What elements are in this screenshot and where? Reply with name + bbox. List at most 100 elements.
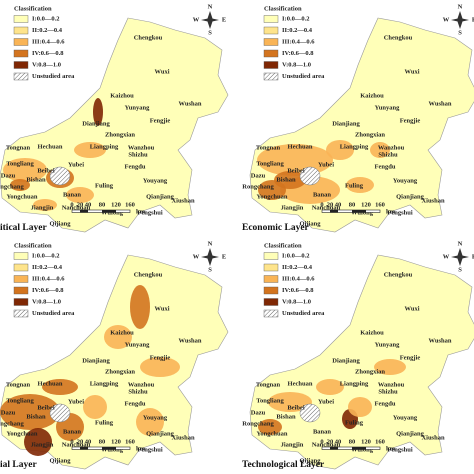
- place-label: Tongnan: [6, 144, 31, 151]
- legend-swatch: [13, 309, 29, 318]
- place-label: Tongnan: [256, 381, 281, 388]
- place-label: Rongchang: [242, 420, 274, 427]
- panel-title: Technological Layer: [242, 460, 325, 470]
- compass-n: N: [208, 240, 213, 247]
- place-label: Jiangjin: [281, 204, 304, 211]
- compass-s: S: [208, 29, 212, 36]
- legend-label: II:0.2—0.4: [282, 264, 313, 271]
- compass-w: W: [193, 16, 200, 23]
- place-label: Fengjie: [150, 117, 171, 124]
- compass-n: N: [458, 240, 463, 247]
- legend-label: I:0.0—0.2: [282, 252, 309, 259]
- legend-label: V:0.8—1.0: [32, 61, 61, 68]
- place-label: Xiushan: [421, 434, 445, 441]
- place-label: Liangping: [340, 380, 369, 387]
- place-label: Wuxi: [404, 305, 419, 312]
- place-label: Yongchuan: [256, 193, 287, 200]
- place-label: Xiushan: [421, 197, 445, 204]
- scale-label: 20: [77, 438, 84, 445]
- legend-label: IV:0.6—0.8: [32, 287, 64, 294]
- scale-unit: km: [136, 208, 146, 215]
- place-label: Youyang: [143, 177, 168, 184]
- place-label: Jiangjin: [281, 441, 304, 448]
- scale-unit: km: [386, 445, 396, 452]
- legend-swatch: [263, 298, 279, 306]
- scale-bar-fill: [102, 447, 116, 450]
- place-label: Bishan: [276, 413, 296, 420]
- unstudied-area: [49, 403, 71, 423]
- scale-label: 20: [327, 438, 334, 445]
- legend-label: V:0.8—1.0: [282, 61, 311, 68]
- place-label: Qianjiang: [146, 430, 175, 437]
- region: [42, 379, 78, 395]
- scale-label: 40: [85, 201, 92, 208]
- region: [374, 359, 406, 375]
- region: [33, 199, 57, 211]
- place-label: Kaizhou: [110, 329, 134, 336]
- region: [268, 392, 312, 412]
- scale-label: 160: [375, 438, 385, 445]
- unstudied-area: [299, 403, 321, 423]
- place-label: Nanchuan: [62, 204, 91, 211]
- place-label: Tongnan: [6, 381, 31, 388]
- scale-bar: [71, 209, 131, 213]
- place-label: Fengdu: [125, 400, 146, 407]
- place-label: Kaizhou: [110, 92, 134, 99]
- legend-label: IV:0.6—0.8: [282, 50, 314, 57]
- scale-bar-fill: [330, 447, 338, 450]
- legend-label: III:0.4—0.6: [32, 38, 65, 45]
- place-label: Fuling: [95, 182, 114, 189]
- compass-w: W: [443, 16, 450, 23]
- place-label: Jiangjin: [31, 204, 54, 211]
- place-label: Yongchuan: [6, 430, 37, 437]
- place-label: Banan: [63, 191, 81, 198]
- place-label: Zhongxian: [105, 131, 135, 138]
- place-label: Dazu: [1, 172, 16, 179]
- place-label: Zhongxian: [105, 368, 135, 375]
- scale-label: 0: [320, 201, 323, 208]
- compass-e: E: [472, 253, 474, 260]
- place-label: Wuxi: [154, 68, 169, 75]
- place-label: Tongnan: [256, 144, 281, 151]
- place-label: Dianjiang: [332, 357, 360, 364]
- legend-swatch: [263, 286, 279, 295]
- region: [348, 397, 372, 417]
- place-label: Wulong: [101, 446, 124, 453]
- scale-label: 40: [85, 438, 92, 445]
- place-label: Rongchang: [0, 183, 24, 190]
- place-label: Yunyang: [375, 104, 400, 111]
- legend-swatch: [13, 15, 29, 23]
- region: [66, 187, 94, 203]
- legend-label: IV:0.6—0.8: [282, 287, 314, 294]
- place-label: Fengdu: [125, 163, 146, 170]
- legend-swatch: [263, 252, 279, 260]
- map-panel: Chengkou Wuxi Kaizhou Yunyang Wushan Fengjie L…: [242, 3, 474, 233]
- scale-label: 80: [99, 201, 106, 208]
- place-label: Hechuan: [38, 380, 63, 387]
- place-label: Wanzhou: [128, 144, 155, 151]
- scale-label: 80: [349, 438, 356, 445]
- compass: [201, 11, 219, 29]
- compass-n: N: [458, 3, 463, 10]
- place-label: Chengkou: [384, 271, 413, 278]
- place-label: Wushan: [428, 100, 451, 107]
- legend-swatch: [13, 61, 29, 69]
- place-label: Dianjiang: [82, 357, 110, 364]
- region: [3, 158, 47, 182]
- place-label: Fuling: [95, 419, 114, 426]
- place-label: Yubei: [318, 161, 334, 168]
- place-label: Xiushan: [171, 434, 195, 441]
- place-label: Pengshui: [137, 446, 162, 453]
- compass-e: E: [472, 16, 474, 23]
- place-label: Kaizhou: [360, 92, 384, 99]
- scale-label: 80: [349, 201, 356, 208]
- region: [74, 142, 106, 158]
- place-label: Wuxi: [404, 68, 419, 75]
- scale-label: 0: [70, 201, 73, 208]
- scale-bar-fill: [80, 210, 88, 213]
- place-label: Jiangjin: [31, 441, 54, 448]
- legend-title: Classification: [14, 242, 52, 249]
- compass-w: W: [443, 253, 450, 260]
- compass-n: N: [208, 3, 213, 10]
- scale-label: 160: [125, 438, 135, 445]
